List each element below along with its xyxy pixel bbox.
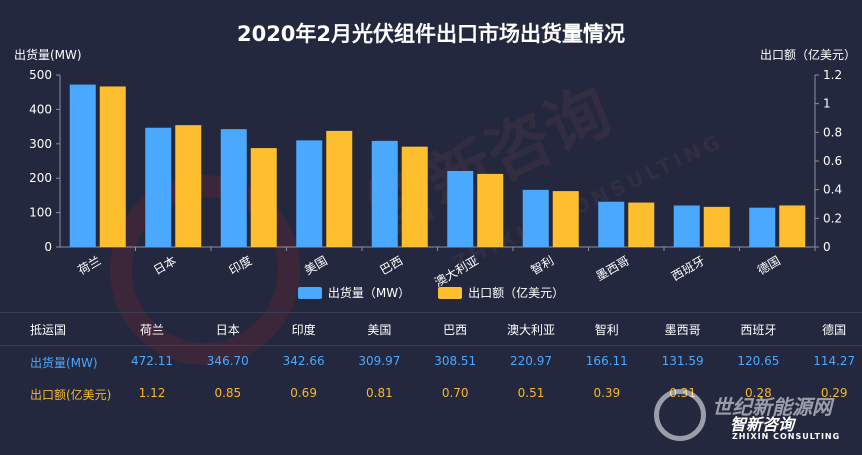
x-tick-label-2: 印度 [226,253,254,278]
x-tick-label-9: 德国 [754,253,782,278]
table-row-export-label: 出口额(亿美元) [30,388,112,402]
table-shipment-cell: 220.97 [510,354,552,368]
table-shipment-cell: 342.66 [282,354,325,368]
legend-item-shipment: 出货量（MW） [297,284,411,301]
right-tick-label: 0.2 [823,211,842,225]
x-tick-label-7: 墨西哥 [594,253,632,283]
table-export-cell: 0.28 [745,386,772,400]
table-row-shipment: 出货量(MW) 472.11 346.70 342.66 309.97 308.51 22… [0,346,862,378]
brand-logo-line2: 智新咨询 [730,415,795,434]
right-tick-label: 0.6 [823,154,842,168]
table-shipment-cell: 131.59 [661,354,704,368]
left-tick-label: 500 [29,68,52,82]
bar-shipment-3 [296,140,323,247]
bar-shipment-7 [598,201,625,247]
legend-label-shipment: 出货量（MW） [327,286,411,300]
table-header-cell: 巴西 [443,323,468,337]
bar-export-3 [326,130,353,247]
brand-logo-line3: ZHIXIN CONSULTING [732,432,841,441]
table-header-cell: 德国 [822,323,847,337]
table-header-row: 抵运国 荷兰 日本 印度 美国 巴西 澳大利亚 智利 墨西哥 西班牙 德国 [0,313,862,346]
table-header-cell: 荷兰 [139,323,164,337]
table-shipment-cell: 346.70 [206,354,249,368]
bar-export-4 [401,146,428,247]
left-tick-label: 300 [29,137,52,151]
table-shipment-cell: 166.11 [585,354,628,368]
table-export-cell: 0.85 [214,386,242,400]
right-tick-label: 0.4 [823,183,842,197]
table-export-cell: 0.69 [290,386,317,400]
table-shipment-cell: 472.11 [131,354,173,368]
bar-export-1 [175,125,202,247]
right-tick-label: 1 [823,97,831,111]
bar-shipment-2 [220,129,247,247]
table-export-cell: 0.39 [593,386,621,400]
x-tick-label-0: 荷兰 [75,253,103,277]
bar-shipment-1 [145,127,172,247]
table-shipment-cell: 308.51 [434,354,477,368]
data-table: 抵运国 荷兰 日本 印度 美国 巴西 澳大利亚 智利 墨西哥 西班牙 德国 出货量(MW) 472… [0,312,862,410]
table-row-export: 出口额(亿美元) 1.12 0.85 0.69 0.81 0.70 0.51 0.39 0.3… [0,378,862,410]
x-tick-label-6: 智利 [528,253,556,278]
table-header-cell: 日本 [215,323,240,337]
right-tick-label: 0.8 [823,125,842,139]
legend-label-export: 出口额（亿美元） [468,286,565,300]
x-tick-label-4: 巴西 [377,253,405,277]
x-tick-label-1: 日本 [151,253,179,277]
legend-swatch-export [438,286,463,299]
table-header-cell: 澳大利亚 [506,323,555,337]
right-tick-label: 0 [823,240,831,254]
x-tick-label-3: 美国 [302,253,330,277]
table-shipment-cell: 309.97 [358,354,401,368]
table-export-cell: 0.31 [669,386,696,400]
legend-swatch-shipment [297,286,322,299]
x-tick-label-8: 西班牙 [669,253,707,283]
table-shipment-cell: 120.65 [737,354,780,368]
chart-title: 2020年2月光伏组件出口市场出货量情况 [236,22,626,46]
bar-shipment-9 [749,207,776,247]
legend-item-export: 出口额（亿美元） [438,284,564,301]
table-header-cell: 美国 [367,323,392,337]
bar-shipment-6 [522,189,549,247]
bar-export-7 [628,202,655,247]
table-header-cell: 印度 [291,323,316,337]
table-shipment-cell: 114.27 [813,354,856,368]
left-tick-label: 100 [29,206,52,220]
bar-export-8 [703,206,730,247]
bar-shipment-0 [69,84,96,247]
table-row-shipment-label: 出货量(MW) [30,356,98,370]
table-header-cell: 墨西哥 [664,323,701,337]
table-header-cell: 智利 [594,323,619,337]
table-header-cell: 西班牙 [740,323,777,337]
table-header-label: 抵运国 [30,323,67,337]
bar-shipment-4 [371,140,398,247]
bar-chart: 0 100 200 300 400 500 0 0.2 0.4 0.6 0.8 1 1.2 荷兰 日本 印度 美… [29,68,842,290]
left-tick-label: 200 [29,171,52,185]
table-export-cell: 0.51 [517,386,545,400]
table-export-cell: 0.29 [820,386,848,400]
bar-shipment-8 [673,205,700,247]
right-axis-label: 出口额（亿美元） [760,48,857,62]
left-axis-label: 出货量(MW) [14,48,82,62]
table-export-cell: 0.70 [441,386,469,400]
left-tick-label: 0 [44,240,52,254]
bar-shipment-5 [447,170,474,247]
table-export-cell: 0.81 [366,386,393,400]
left-tick-label: 400 [29,102,52,116]
bar-export-0 [99,86,126,247]
bar-export-5 [477,173,504,247]
bar-export-2 [250,148,277,247]
table-export-cell: 1.12 [138,386,166,400]
bar-export-9 [779,205,806,247]
chart-legend: 出货量（MW） 出口额（亿美元） [0,284,862,301]
bar-export-6 [552,191,579,247]
right-tick-label: 1.2 [823,68,842,82]
